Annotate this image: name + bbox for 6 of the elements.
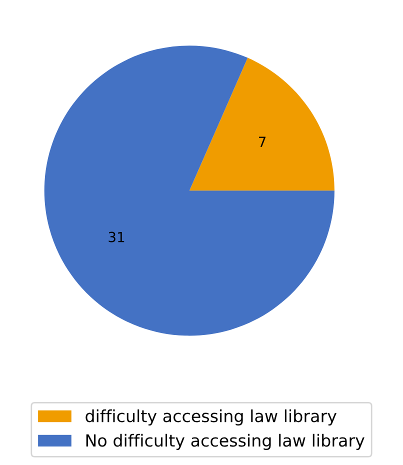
pie-slice — [44, 46, 334, 336]
legend-label: No difficulty accessing law library — [86, 434, 364, 450]
legend-label: difficulty accessing law library — [86, 409, 336, 426]
data-label: 31 — [108, 232, 124, 242]
data-label: 7 — [259, 136, 266, 147]
pie-slice — [189, 58, 334, 191]
